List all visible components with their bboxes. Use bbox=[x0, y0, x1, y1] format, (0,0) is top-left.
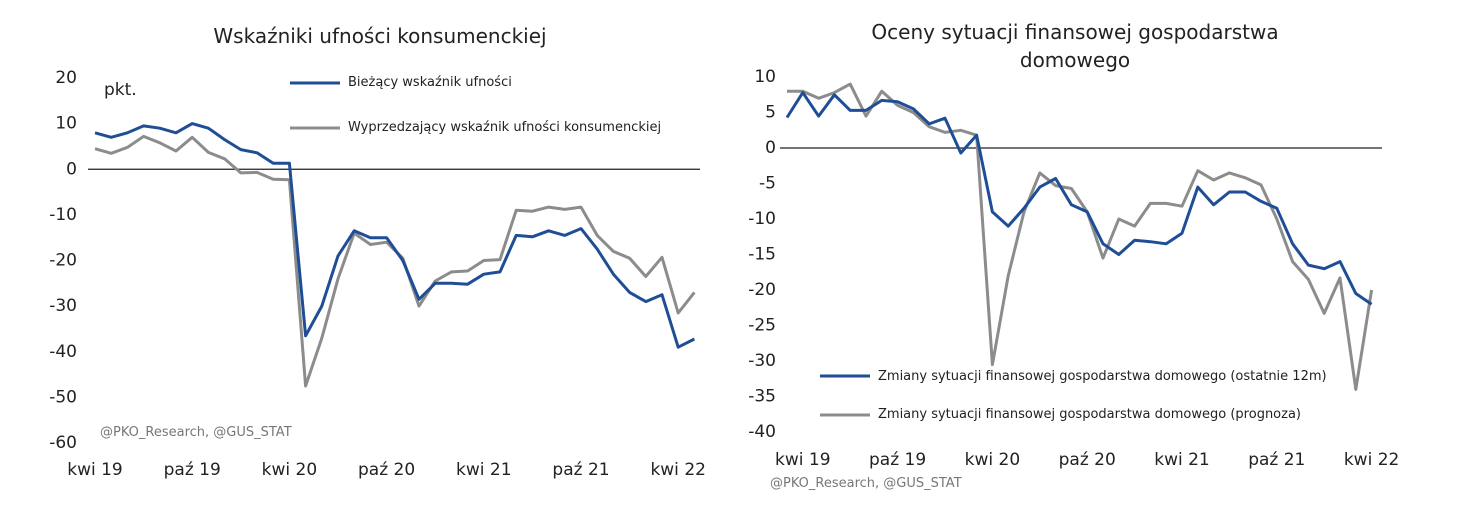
chart-title: Wskaźniki ufności konsumenckiej bbox=[213, 24, 547, 48]
y-tick-label: -50 bbox=[49, 387, 77, 407]
x-tick-label: kwi 20 bbox=[965, 450, 1021, 470]
x-tick-label: paź 19 bbox=[164, 460, 221, 480]
x-tick-label: kwi 22 bbox=[1344, 450, 1400, 470]
x-tick-label: kwi 20 bbox=[262, 460, 318, 480]
y-tick-label: -40 bbox=[748, 422, 776, 442]
y-tick-label: 0 bbox=[765, 138, 776, 158]
y-tick-label: 5 bbox=[765, 103, 776, 123]
y-tick-label: -5 bbox=[759, 174, 776, 194]
y-tick-label: -10 bbox=[49, 205, 77, 225]
x-tick-label: paź 20 bbox=[1059, 450, 1116, 470]
source: @PKO_Research, @GUS_STAT bbox=[100, 425, 292, 440]
y-tick-label: -20 bbox=[49, 251, 77, 271]
y-tick-label: 20 bbox=[55, 68, 77, 88]
y-tick-label: 0 bbox=[66, 159, 77, 179]
x-tick-label: kwi 21 bbox=[456, 460, 512, 480]
y-tick-label: -30 bbox=[748, 351, 776, 371]
legend-label: Zmiany sytuacji finansowej gospodarstwa … bbox=[878, 407, 1302, 422]
legend-label: Zmiany sytuacji finansowej gospodarstwa … bbox=[878, 369, 1327, 384]
legend-label: Bieżący wskaźnik ufności bbox=[348, 75, 512, 90]
series-line bbox=[94, 122, 696, 349]
legend-label: Wyprzedzający wskaźnik ufności konsumenc… bbox=[348, 120, 662, 135]
x-tick-label: kwi 19 bbox=[67, 460, 123, 480]
x-tick-label: paź 21 bbox=[552, 460, 609, 480]
y-tick-label: -10 bbox=[748, 209, 776, 229]
y-tick-label: -30 bbox=[49, 296, 77, 316]
chart-title: Oceny sytuacji finansowej gospodarstwa d… bbox=[871, 20, 1279, 72]
y-tick-label: -25 bbox=[748, 316, 776, 336]
x-tick-label: kwi 22 bbox=[650, 460, 706, 480]
x-tick-label: kwi 19 bbox=[775, 450, 831, 470]
series-line bbox=[787, 82, 1374, 391]
y-tick-label: -60 bbox=[49, 433, 77, 453]
x-tick-label: paź 20 bbox=[358, 460, 415, 480]
series-line bbox=[785, 91, 1373, 306]
source: @PKO_Research, @GUS_STAT bbox=[770, 476, 962, 491]
x-tick-label: paź 21 bbox=[1248, 450, 1305, 470]
y-tick-label: -15 bbox=[748, 245, 776, 265]
x-tick-label: paź 19 bbox=[869, 450, 926, 470]
x-tick-label: kwi 21 bbox=[1154, 450, 1210, 470]
y-tick-label: -35 bbox=[748, 387, 776, 407]
unit-label: pkt. bbox=[104, 80, 137, 100]
y-tick-label: 10 bbox=[754, 67, 776, 87]
y-tick-label: -40 bbox=[49, 342, 77, 362]
y-tick-label: -20 bbox=[748, 280, 776, 300]
y-tick-label: 10 bbox=[55, 114, 77, 134]
